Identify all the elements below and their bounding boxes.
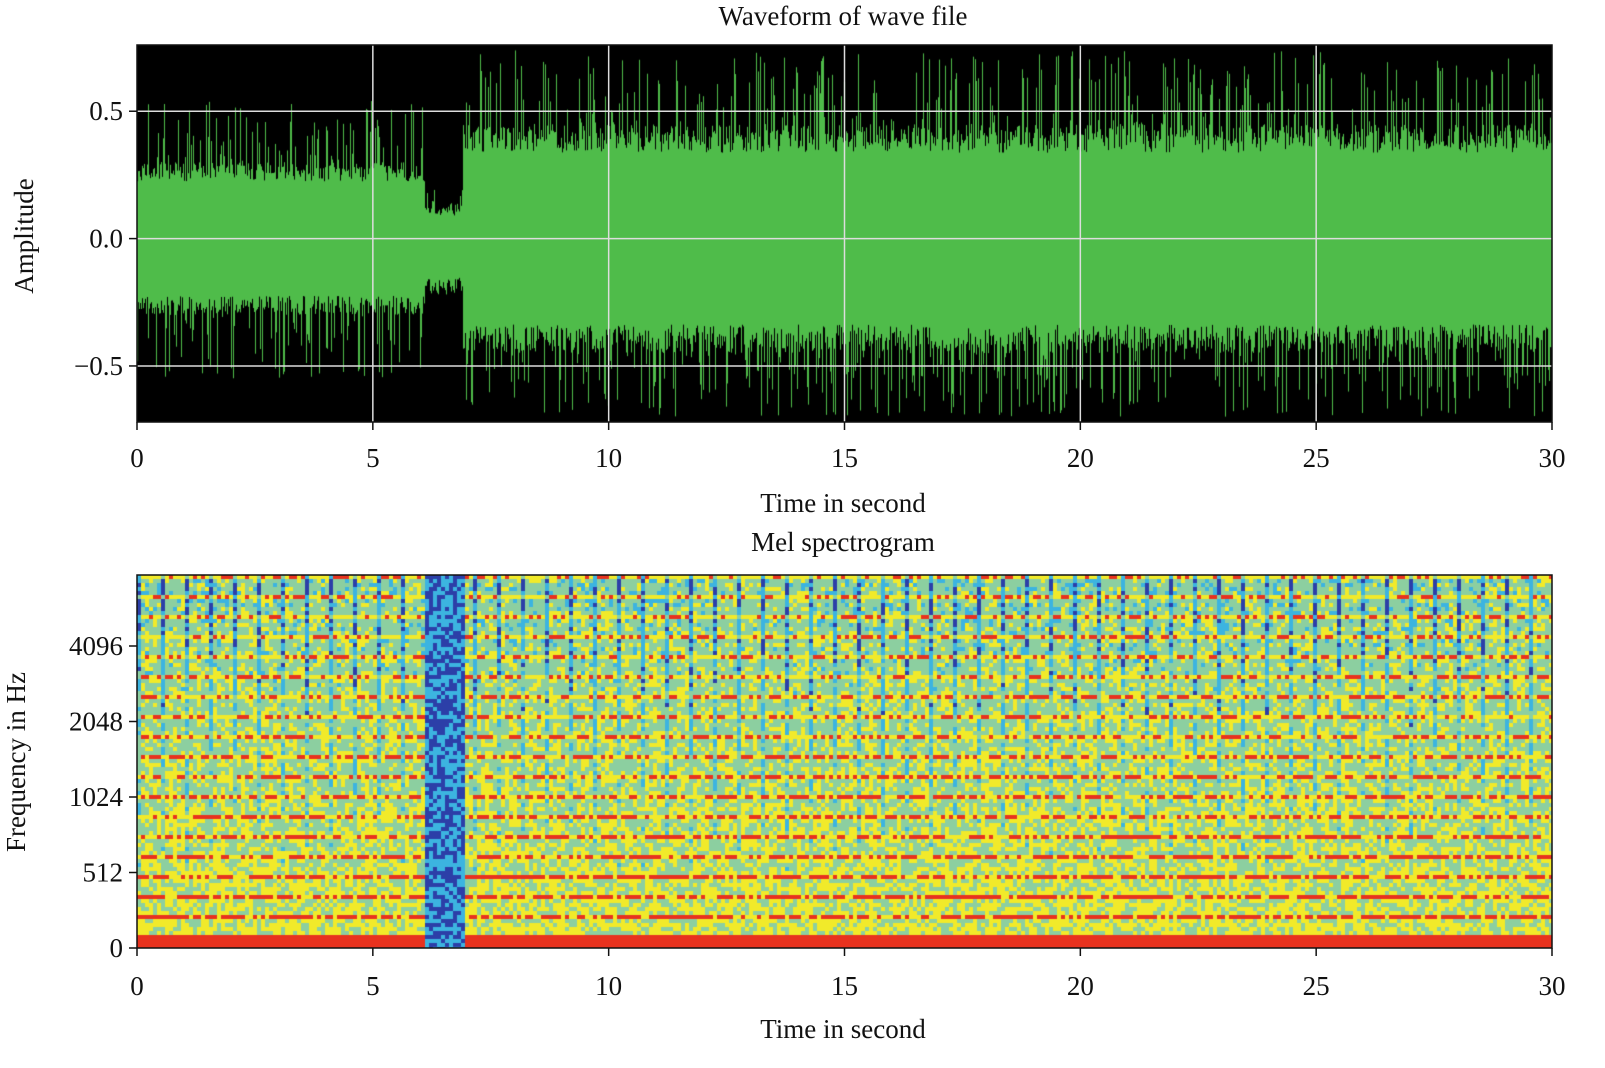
waveform-xtick-label: 25 — [1303, 443, 1330, 473]
spectrogram-xtick-label: 10 — [595, 971, 622, 1001]
spectrogram-xtick-label: 30 — [1539, 971, 1566, 1001]
waveform-xtick-label: 30 — [1539, 443, 1566, 473]
spectrogram-xtick-label: 20 — [1067, 971, 1094, 1001]
spectrogram-ylabel: Frequency in Hz — [1, 672, 31, 852]
spectrogram-axes-frame — [136, 574, 1553, 949]
spectrogram-ytick-label: 1024 — [69, 782, 124, 812]
waveform-ytick-label: 0.5 — [89, 96, 123, 126]
spectrogram-xtick-label: 5 — [366, 971, 380, 1001]
waveform-xtick-label: 5 — [366, 443, 380, 473]
spectrogram-title: Mel spectrogram — [751, 527, 935, 557]
spectrogram-xtick-label: 0 — [130, 971, 144, 1001]
waveform-ytick-label: 0.0 — [89, 224, 123, 254]
waveform-xtick-label: 10 — [595, 443, 622, 473]
waveform-xtick-label: 15 — [831, 443, 858, 473]
spectrogram-xtick-label: 15 — [831, 971, 858, 1001]
spectrogram-ytick-label: 4096 — [69, 631, 123, 661]
waveform-xlabel: Time in second — [760, 488, 926, 518]
spectrogram-ytick-label: 0 — [110, 933, 124, 963]
waveform-xtick-label: 0 — [130, 443, 144, 473]
spectrogram-xtick-label: 25 — [1303, 971, 1330, 1001]
waveform-title: Waveform of wave file — [719, 1, 968, 31]
spectrogram-ytick-label: 512 — [83, 858, 124, 888]
mel-spectrogram-heatmap — [137, 575, 1552, 948]
waveform-axes-frame — [136, 44, 1553, 423]
waveform-ylabel: Amplitude — [9, 178, 39, 294]
waveform-ytick-label: −0.5 — [74, 351, 123, 381]
waveform-xtick-label: 20 — [1067, 443, 1094, 473]
spectrogram-xlabel: Time in second — [760, 1014, 926, 1044]
spectrogram-ytick-label: 2048 — [69, 707, 123, 737]
